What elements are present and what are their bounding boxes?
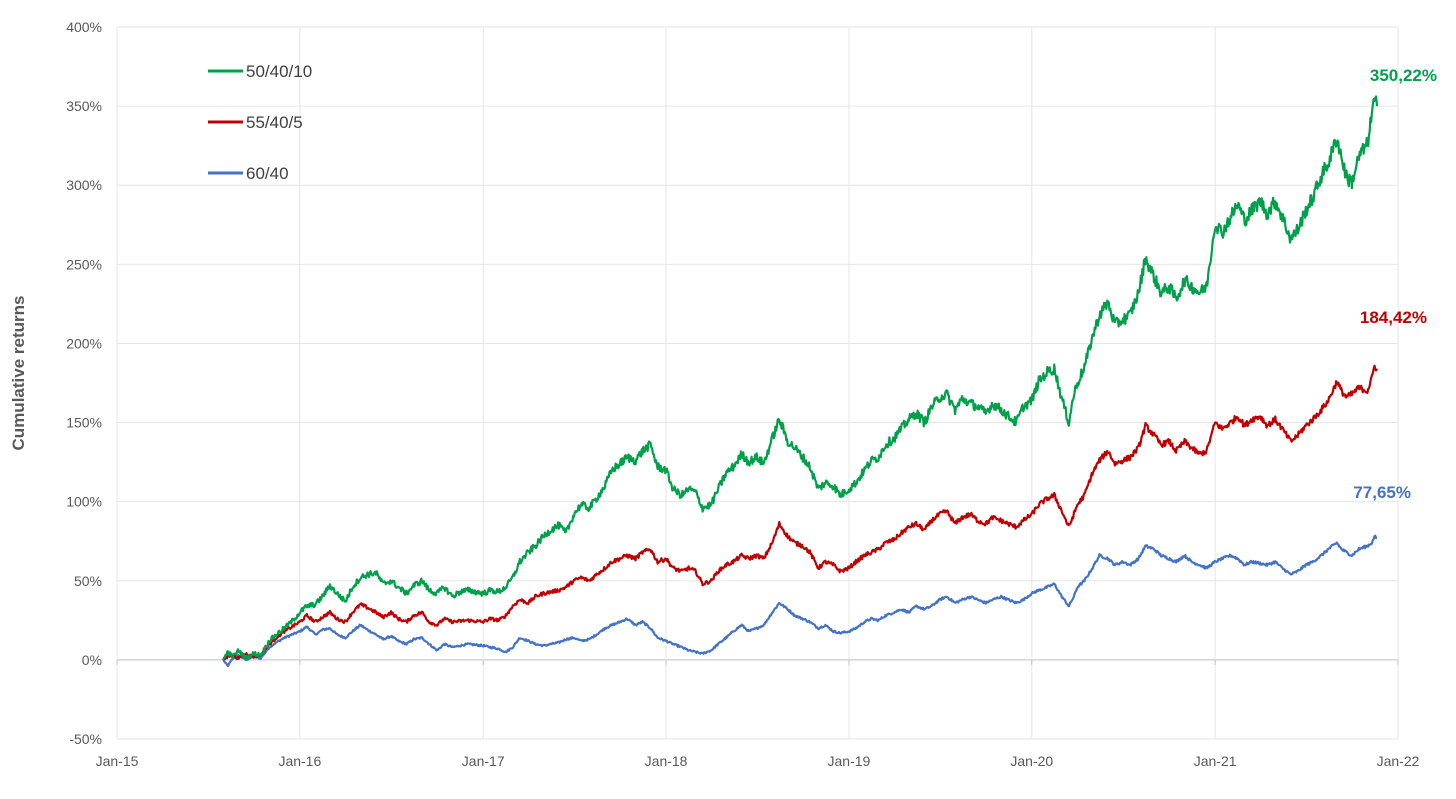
legend-label: 55/40/5: [246, 113, 303, 132]
y-tick-label: 150%: [66, 415, 102, 431]
y-tick-label: 200%: [66, 335, 102, 351]
x-tick-label: Jan-18: [645, 753, 688, 769]
x-tick-label: Jan-15: [96, 753, 139, 769]
y-tick-label: 100%: [66, 494, 102, 510]
y-axis-ticks: -50% 0% 50% 100% 150% 200% 250% 300% 350% 400%: [66, 19, 102, 747]
legend-label: 60/40: [246, 164, 289, 183]
end-value-label: 77,65%: [1353, 483, 1411, 502]
series-line-55-40-5: [222, 364, 1378, 661]
x-tick-label: Jan-16: [278, 753, 321, 769]
y-tick-label: 400%: [66, 19, 102, 35]
x-tick-label: Jan-21: [1194, 753, 1237, 769]
y-tick-label: 300%: [66, 177, 102, 193]
x-axis-ticks: Jan-15 Jan-16 Jan-17 Jan-18 Jan-19 Jan-20 Jan-…: [96, 753, 1420, 769]
y-axis-title: Cumulative returns: [9, 296, 28, 451]
y-tick-label: 350%: [66, 98, 102, 114]
gridlines: [116, 26, 1399, 740]
y-tick-label: 50%: [74, 573, 102, 589]
legend: 50/40/10 55/40/5 60/40: [208, 62, 312, 183]
x-tick-label: Jan-22: [1377, 753, 1420, 769]
end-value-labels: 350,22% 184,42% 77,65%: [1353, 66, 1437, 502]
end-value-label: 350,22%: [1370, 66, 1437, 85]
series-line-50-40-10: [222, 95, 1379, 661]
legend-label: 50/40/10: [246, 62, 312, 81]
series-lines: [222, 95, 1379, 667]
y-tick-label: 0%: [82, 652, 102, 668]
x-tick-label: Jan-17: [462, 753, 505, 769]
end-value-label: 184,42%: [1360, 308, 1427, 327]
y-tick-label: -50%: [69, 731, 102, 747]
series-line-60-40: [222, 534, 1378, 667]
x-tick-label: Jan-19: [828, 753, 871, 769]
y-tick-label: 250%: [66, 256, 102, 272]
x-tick-label: Jan-20: [1010, 753, 1053, 769]
